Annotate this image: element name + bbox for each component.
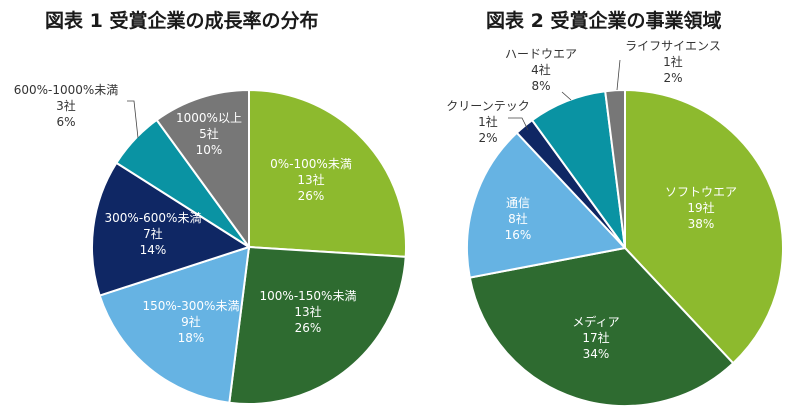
slice-percent: 34%: [583, 347, 610, 361]
slice-count: 13社: [297, 172, 324, 187]
chart2-leader-line-3: [508, 117, 529, 131]
slice-count: 8社: [508, 211, 528, 226]
slice-name: 0%-100%未満: [270, 157, 352, 171]
slice-percent: 16%: [505, 228, 532, 242]
slice-count: 1社: [478, 114, 498, 129]
slice-name: 600%-1000%未満: [14, 83, 119, 97]
slice-percent: 2%: [663, 71, 682, 85]
slice-count: 4社: [531, 62, 551, 77]
slice-name: 150%-300%未満: [143, 299, 240, 313]
slice-count: 3社: [56, 98, 76, 113]
chart2-slice-label-0: ソフトウエア 19社 38%: [665, 185, 737, 231]
slice-percent: 6%: [56, 115, 75, 129]
chart2-slice-1: [468, 246, 735, 407]
chart1-slice-1: [228, 245, 407, 405]
chart1-slice-label-4: 600%-1000%未満 3社 6%: [14, 83, 119, 129]
slice-count: 9社: [181, 314, 201, 329]
chart1-slice-2: [98, 245, 251, 404]
slice-percent: 2%: [478, 131, 497, 145]
chart1-title: 図表 1 受賞企業の成長率の分布: [45, 10, 319, 32]
slice-name: ハードウエア: [505, 47, 577, 61]
chart1-slice-label-3: 300%-600%未満 7社 14%: [105, 211, 202, 257]
slice-percent: 26%: [295, 321, 322, 335]
chart2-slice-label-4: ハードウエア 4社 8%: [505, 47, 577, 93]
slice-percent: 14%: [140, 243, 167, 257]
chart2-slice-label-3: クリーンテック 1社 2%: [446, 99, 529, 145]
chart1-slice-label-0: 0%-100%未満 13社 26%: [270, 157, 352, 203]
chart1-slice-label-1: 100%-150%未満 13社 26%: [260, 289, 357, 335]
chart2-slice-label-5: ライフサイエンス 1社 2%: [625, 39, 721, 85]
chart1-slice-label-5: 1000%以上 5社 10%: [176, 111, 242, 157]
chart2-title: 図表 2 受賞企業の事業領域: [486, 10, 722, 32]
chart1-slice-0: [248, 88, 407, 258]
slice-name: 100%-150%未満: [260, 289, 357, 303]
chart1-slice-5: [155, 88, 250, 251]
slice-percent: 26%: [298, 189, 325, 203]
chart2-slice-2: [466, 131, 627, 279]
chart1-leader-line-4: [127, 100, 139, 139]
slice-name: クリーンテック: [446, 99, 529, 113]
slice-count: 17社: [582, 330, 609, 345]
chart2-slice-0: [624, 88, 784, 365]
chart2-slice-label-2: 通信 8社 16%: [505, 196, 532, 242]
chart2-leader-line-5: [616, 59, 621, 91]
chart1-slice-label-2: 150%-300%未満 9社 18%: [143, 299, 240, 345]
chart2-leader-line-4: [561, 91, 572, 101]
slice-name: ライフサイエンス: [625, 39, 721, 53]
slice-percent: 10%: [196, 143, 223, 157]
slice-name: 1000%以上: [176, 111, 242, 125]
chart1-slice-3: [90, 161, 252, 297]
slice-name: メディア: [572, 314, 619, 329]
slice-percent: 8%: [531, 79, 550, 93]
slice-count: 7社: [143, 226, 163, 241]
slice-percent: 18%: [178, 331, 205, 345]
slice-count: 13社: [294, 304, 321, 319]
slice-count: 5社: [199, 126, 219, 141]
slice-count: 1社: [663, 54, 683, 69]
slice-name: 300%-600%未満: [105, 211, 202, 225]
chart2-slice-5: [604, 88, 626, 249]
chart2-slice-label-1: メディア 17社 34%: [572, 314, 619, 361]
slice-percent: 38%: [688, 217, 715, 231]
slice-count: 19社: [687, 200, 714, 215]
slice-name: ソフトウエア: [665, 185, 737, 199]
slice-name: 通信: [506, 196, 530, 210]
